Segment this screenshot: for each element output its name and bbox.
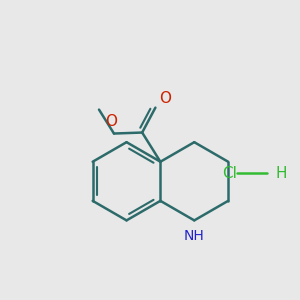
Text: O: O [105,114,117,129]
Text: Cl: Cl [222,166,237,181]
Text: O: O [159,91,171,106]
Text: NH: NH [184,229,205,243]
Text: H: H [275,166,286,181]
